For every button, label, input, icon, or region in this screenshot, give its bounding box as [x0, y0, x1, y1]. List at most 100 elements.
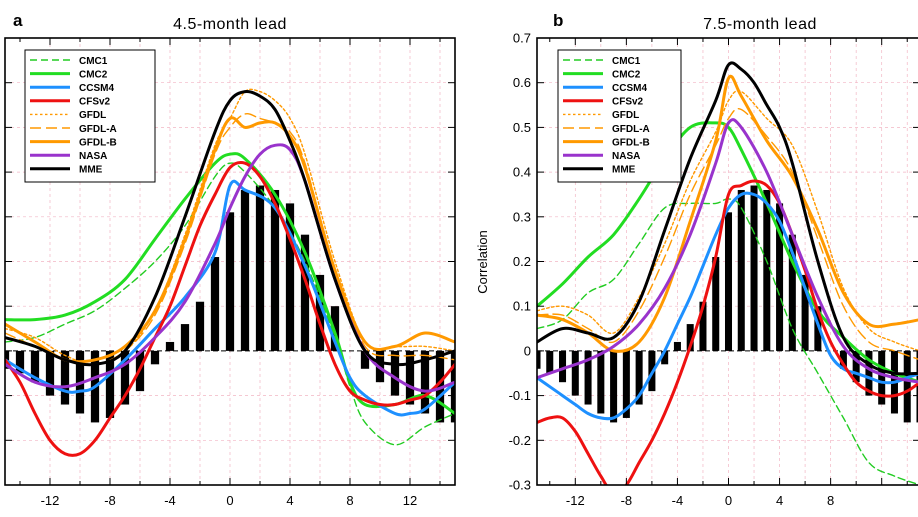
bar — [814, 306, 822, 351]
bars — [537, 185, 918, 423]
series-line-ccsm4 — [537, 191, 918, 421]
legend-box — [24, 49, 156, 183]
bar — [661, 350, 669, 365]
panel-b: b 7.5-month lead Correlation -12 -8 -4 0 4 8 … — [475, 11, 918, 508]
y-axis-label: Correlation — [475, 230, 490, 294]
x-tick-labels: -12 -8 -4 0 4 8 — [566, 493, 834, 508]
x-tick-label: 4 — [286, 493, 293, 508]
bar — [635, 350, 643, 405]
bar — [240, 189, 250, 351]
bar — [571, 350, 579, 396]
y-tick-label: 0.5 — [513, 120, 531, 135]
bar — [622, 350, 630, 418]
bar — [546, 350, 554, 374]
bar — [45, 350, 55, 396]
y-tick-label: 0.7 — [513, 31, 531, 46]
bar — [916, 350, 918, 423]
axis-ticks — [5, 37, 455, 486]
panel-letter: b — [553, 11, 563, 30]
x-tick-label: -8 — [104, 493, 116, 508]
x-tick-label: -12 — [566, 493, 585, 508]
bar — [903, 350, 911, 423]
panel-a: a 4.5-month lead -12 -8 -4 0 4 8 12 CMC1 CMC2 CC… — [4, 11, 456, 508]
axis-ticks — [537, 37, 918, 486]
bar — [180, 324, 190, 351]
bar — [673, 341, 681, 351]
bar — [537, 350, 541, 369]
legend: CMC1 CMC2 CCSM4 CFSv2 GFDL GFDL-A GFDL-B NASA MM… — [24, 49, 156, 183]
x-tick-label: 8 — [346, 493, 353, 508]
legend-label: CMC1 — [79, 56, 108, 67]
x-tick-labels: -12 -8 -4 0 4 8 12 — [41, 493, 418, 508]
legend-label: MME — [612, 165, 636, 176]
bar — [210, 257, 220, 351]
legend-label: GFDL — [79, 110, 106, 121]
series-line-gfdl-b — [5, 116, 455, 364]
y-tick-label: 0 — [524, 343, 531, 358]
legend-label: CFSv2 — [612, 97, 644, 108]
bar — [450, 350, 455, 423]
bar — [255, 185, 265, 351]
series-line-cfsv2 — [537, 179, 918, 485]
series-line-cmc1 — [5, 162, 455, 446]
y-tick-label: -0.3 — [509, 478, 531, 493]
bar — [60, 350, 70, 405]
series-line-ccsm4 — [5, 179, 455, 417]
y-tick-label: -0.2 — [509, 433, 531, 448]
x-tick-label: -4 — [164, 493, 176, 508]
bar — [300, 234, 310, 351]
legend-label: NASA — [79, 151, 107, 162]
bar — [270, 189, 280, 351]
bar — [699, 301, 707, 351]
legend-label: CCSM4 — [79, 83, 114, 94]
bar — [763, 189, 771, 351]
y-tick-label: 0.6 — [513, 75, 531, 90]
legend-label: GFDL-A — [612, 124, 650, 135]
series-line-gfdl-a — [537, 108, 918, 360]
panel-title: 4.5-month lead — [173, 16, 287, 33]
bar — [584, 350, 592, 405]
legend-box — [557, 49, 682, 183]
bar — [120, 350, 130, 405]
bar — [750, 185, 758, 351]
legend-label: GFDL-B — [612, 137, 650, 148]
panel-letter: a — [13, 11, 23, 30]
bar — [597, 350, 605, 414]
legend-label: GFDL — [612, 110, 639, 121]
x-tick-label: 12 — [403, 493, 417, 508]
bar — [30, 350, 40, 383]
series-line-mme — [537, 61, 918, 376]
legend-label: GFDL-A — [79, 124, 117, 135]
bar — [724, 212, 733, 351]
legend-label: CMC2 — [612, 69, 641, 80]
bar — [712, 257, 720, 351]
bar — [15, 350, 25, 374]
bar — [559, 350, 567, 383]
series-line-nasa — [537, 118, 918, 384]
y-tick-label: 0.4 — [513, 165, 531, 180]
bar — [150, 350, 160, 365]
bar — [737, 189, 745, 351]
bar — [839, 350, 847, 369]
legend-label: CMC2 — [79, 69, 108, 80]
bar — [165, 341, 175, 351]
x-tick-label: -12 — [41, 493, 60, 508]
legend-label: NASA — [612, 151, 640, 162]
bar — [852, 350, 860, 383]
legend-label: MME — [79, 165, 103, 176]
bar — [801, 274, 809, 351]
legend-label: CCSM4 — [612, 83, 647, 94]
series-line-gfdl — [537, 90, 918, 351]
series-line-cfsv2 — [5, 161, 455, 457]
x-tick-label: -8 — [621, 493, 633, 508]
series-lines — [5, 88, 455, 457]
bar — [360, 350, 370, 369]
series-line-mme — [5, 89, 455, 367]
bar — [195, 301, 205, 351]
series-line-cmc2 — [537, 121, 918, 384]
bar — [686, 324, 694, 351]
y-tick-label: 0.3 — [513, 209, 531, 224]
bar — [878, 350, 886, 405]
x-tick-label: 8 — [827, 493, 834, 508]
